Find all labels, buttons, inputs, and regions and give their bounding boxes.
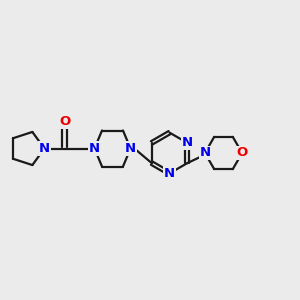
- Text: N: N: [182, 136, 193, 149]
- Text: O: O: [236, 146, 248, 160]
- Text: N: N: [89, 142, 100, 155]
- Text: N: N: [39, 142, 50, 155]
- Text: N: N: [125, 142, 136, 155]
- Text: N: N: [89, 142, 100, 155]
- Text: O: O: [59, 115, 70, 128]
- Text: N: N: [164, 167, 175, 180]
- Text: N: N: [199, 146, 211, 160]
